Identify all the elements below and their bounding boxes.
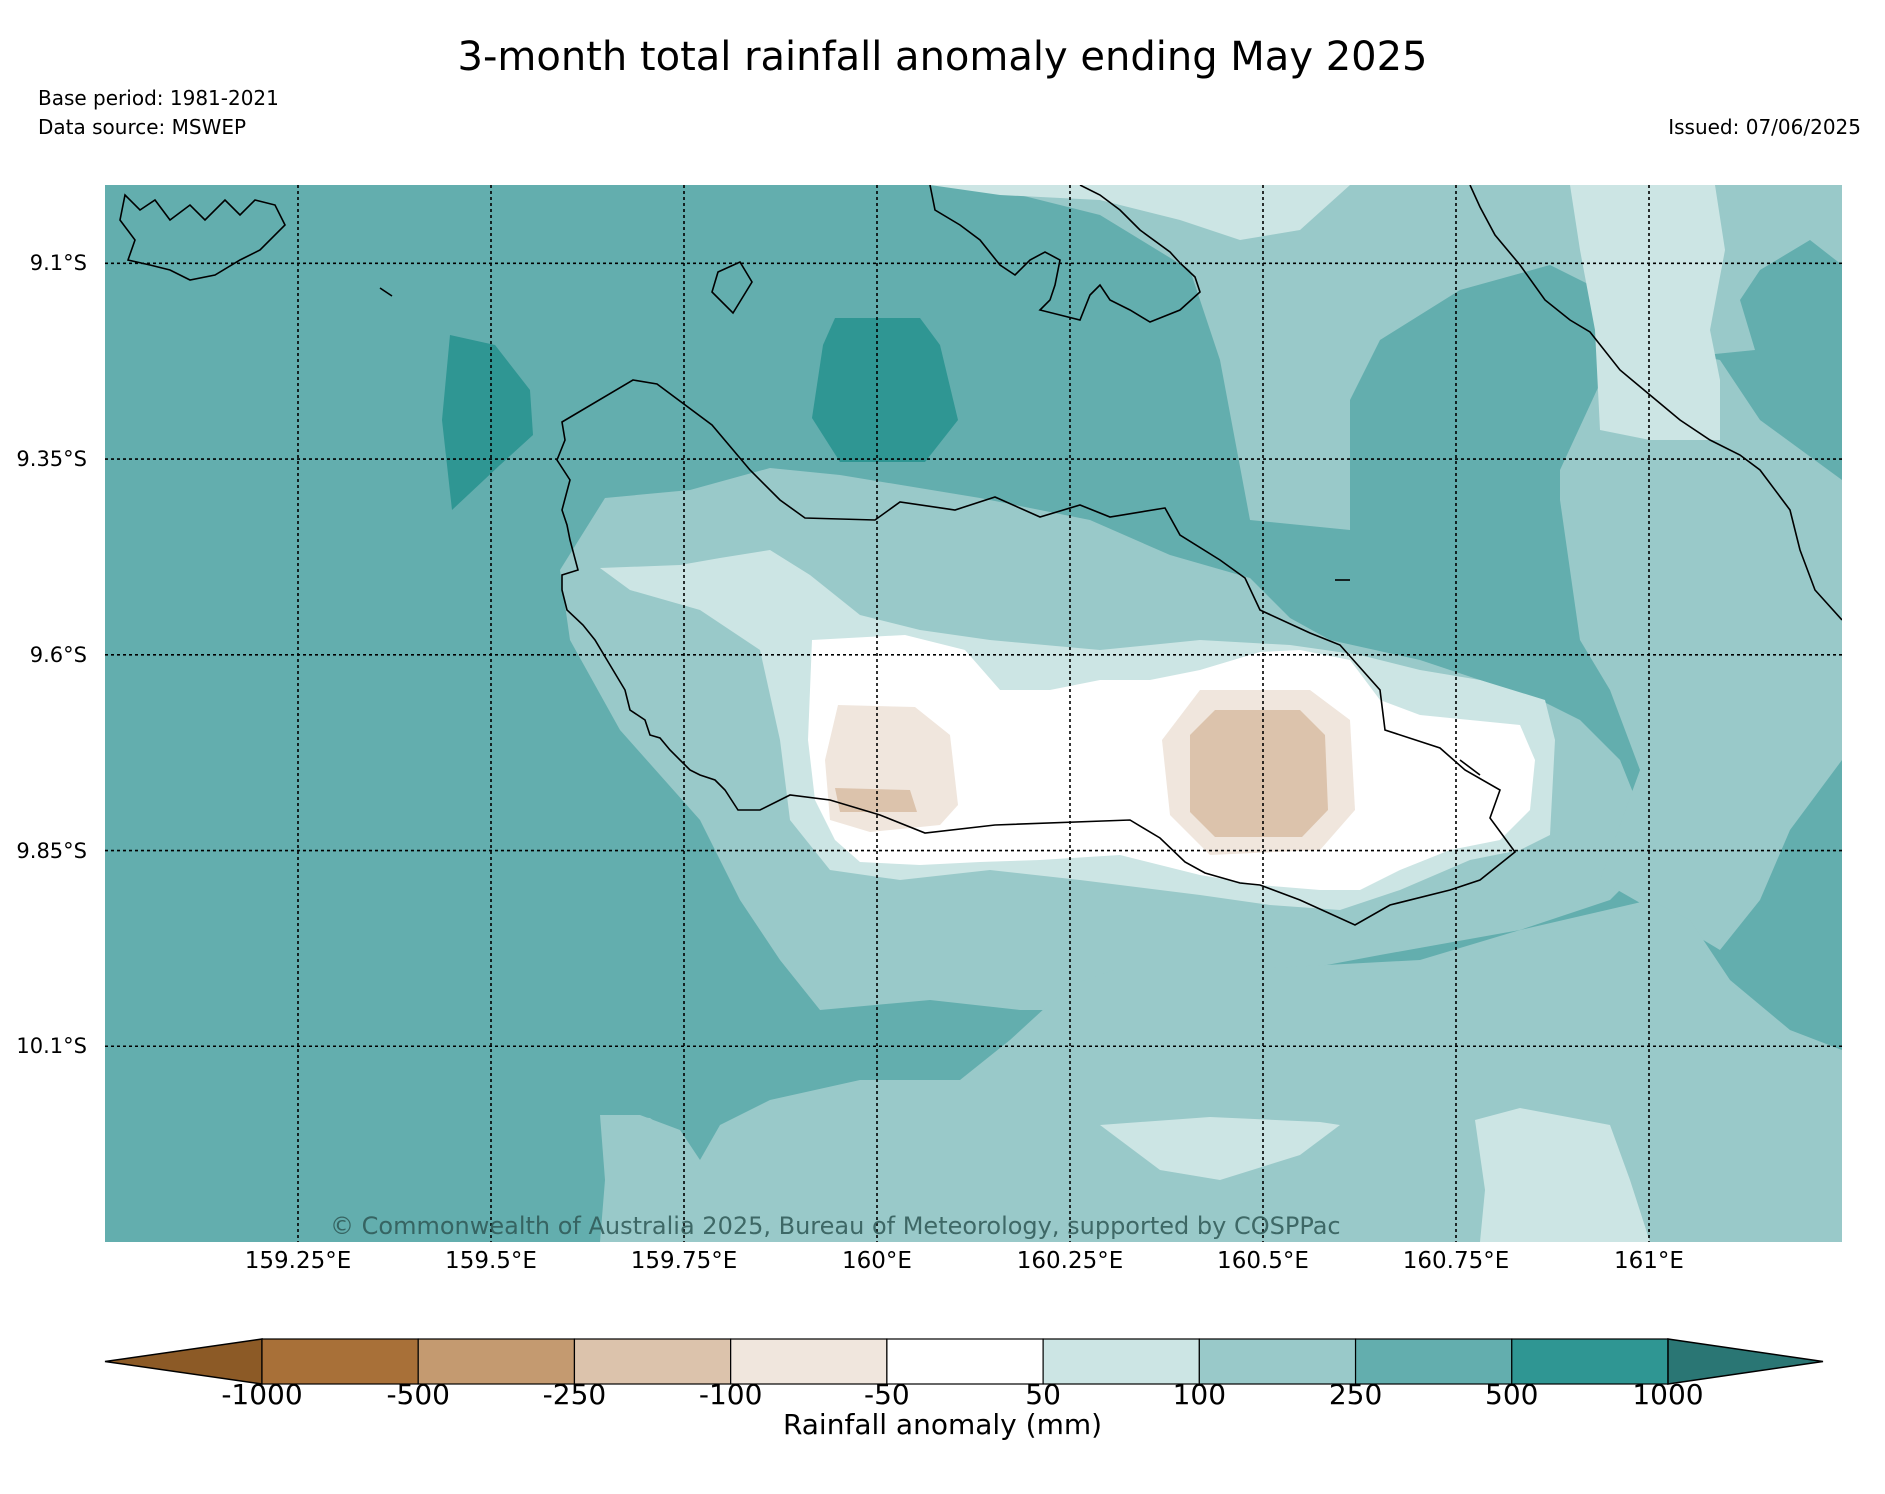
longitude-label: 160.75°E xyxy=(1402,1248,1510,1274)
colorbar-tick-label: 50 xyxy=(1025,1378,1061,1411)
longitude-label: 159.25°E xyxy=(244,1248,352,1274)
coastline-small-island xyxy=(379,287,393,297)
colorbar-bin xyxy=(730,1338,888,1385)
data-source-text: Data source: MSWEP xyxy=(38,115,247,139)
contour-region-100-250 xyxy=(605,1115,700,1242)
colorbar-tick-label: -50 xyxy=(864,1378,910,1411)
colorbar-tick-label: 500 xyxy=(1485,1378,1539,1411)
colorbar-bin xyxy=(1511,1338,1669,1385)
contour-region-50-100 xyxy=(1570,185,1725,440)
colorbar-tick-label: -100 xyxy=(698,1378,763,1411)
contour-region-100-250 xyxy=(1560,340,1842,950)
coastline-small-island xyxy=(1459,759,1481,776)
copyright-text: © Commonwealth of Australia 2025, Bureau… xyxy=(330,1212,1341,1240)
contour-region-neg250-neg100 xyxy=(1190,710,1328,837)
colorbar-bin xyxy=(1354,1338,1513,1385)
latitude-label: 9.85°S xyxy=(16,838,87,863)
base-period-text: Base period: 1981-2021 xyxy=(38,86,279,110)
colorbar-bin xyxy=(417,1338,576,1385)
colorbar-tick-label: -500 xyxy=(386,1378,450,1411)
coastline-russell-islands xyxy=(119,193,286,281)
contour-region-50-100 xyxy=(750,577,762,583)
issued-date-text: Issued: 07/06/2025 xyxy=(1668,115,1861,139)
colorbar-tick-label: 1000 xyxy=(1632,1378,1704,1411)
longitude-label: 161°E xyxy=(1614,1248,1684,1274)
contour-region-50-100 xyxy=(1100,1117,1340,1180)
longitude-label: 159.5°E xyxy=(445,1248,537,1274)
colorbar-bin xyxy=(1198,1338,1357,1385)
graticule-layer xyxy=(105,185,1842,1242)
coastline-malaita xyxy=(1469,185,1842,621)
contour-region-neg250-neg100 xyxy=(835,788,917,812)
map-title: 3-month total rainfall anomaly ending Ma… xyxy=(457,34,1428,80)
contour-region-50-100 xyxy=(1475,1108,1650,1242)
colorbar-tick-label: -1000 xyxy=(221,1378,303,1411)
longitude-label: 160.25°E xyxy=(1016,1248,1124,1274)
colorbar-extend-max xyxy=(1667,1338,1824,1385)
colorbar-tick-label: -250 xyxy=(542,1378,607,1411)
colorbar-tick-label: 250 xyxy=(1328,1378,1383,1411)
contour-region-50-100 xyxy=(930,185,1350,240)
contour-region-500-1000 xyxy=(812,318,958,462)
contour-region-500-1000 xyxy=(442,335,533,510)
coastline-guadalcanal xyxy=(556,379,1517,926)
latitude-label: 9.1°S xyxy=(29,251,87,276)
contour-fill-layer xyxy=(105,185,1842,1242)
latitude-label: 9.6°S xyxy=(29,642,87,667)
colorbar-bin xyxy=(261,1338,419,1385)
latitude-label: 9.35°S xyxy=(16,447,87,472)
colorbar-label: Rainfall anomaly (mm) xyxy=(782,1408,1103,1441)
colorbar-bin xyxy=(886,1338,1044,1385)
longitude-label: 160.5°E xyxy=(1217,1248,1309,1274)
colorbar-tick-label: 100 xyxy=(1172,1378,1227,1411)
longitude-label: 159.75°E xyxy=(630,1248,738,1274)
longitude-label: 160°E xyxy=(842,1248,912,1274)
colorbar-bin xyxy=(1042,1338,1200,1385)
coastline-florida-islands xyxy=(929,185,1201,323)
latitude-label: 10.1°S xyxy=(16,1034,87,1059)
colorbar xyxy=(104,1338,1824,1385)
coastline-layer xyxy=(119,185,1842,926)
colorbar-bin xyxy=(573,1338,732,1385)
